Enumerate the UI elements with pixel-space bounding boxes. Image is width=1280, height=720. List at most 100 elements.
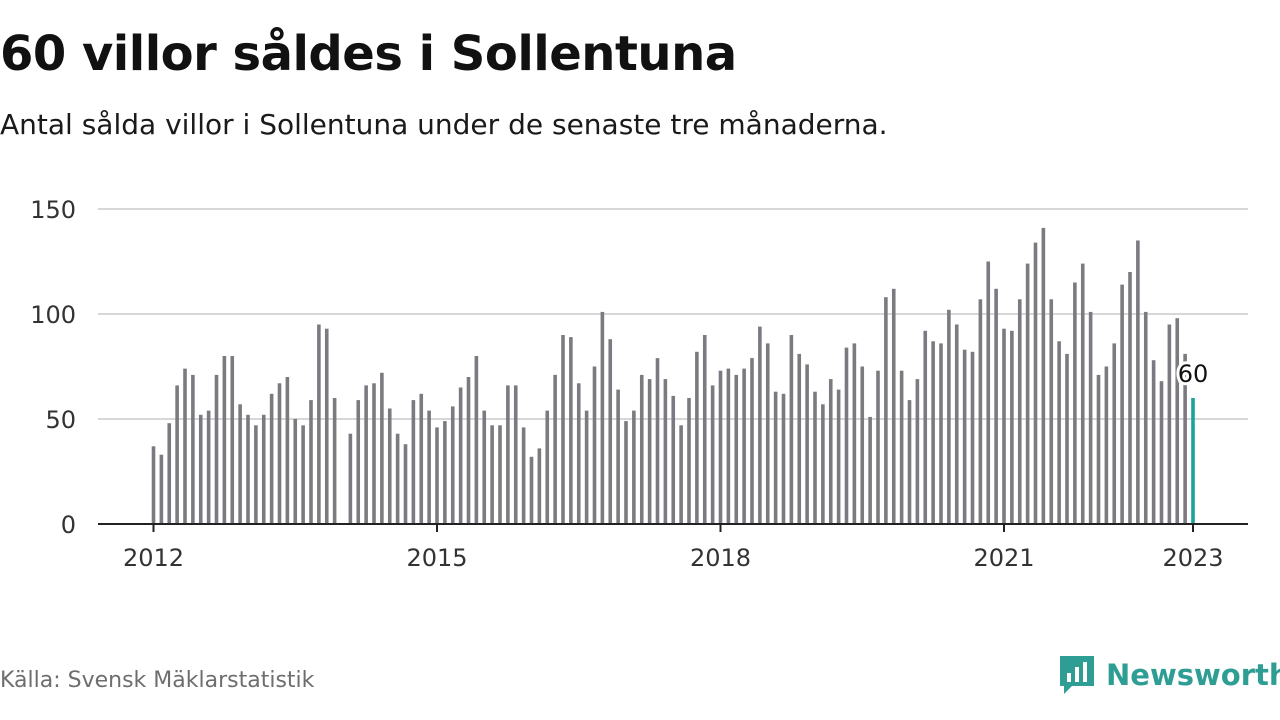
bar [915, 379, 920, 524]
bar [309, 400, 313, 524]
bar [553, 374, 557, 524]
bar [230, 356, 235, 524]
bar [608, 339, 613, 524]
bar [167, 423, 172, 524]
bar [1136, 240, 1140, 524]
bar [1112, 343, 1117, 524]
bar [474, 356, 479, 524]
bar [1175, 318, 1180, 524]
highlight-data-label: 60 [1178, 360, 1209, 388]
bar [726, 368, 731, 524]
bar [348, 433, 353, 524]
bar [1128, 272, 1132, 524]
bar [836, 389, 841, 524]
bar [1151, 360, 1156, 524]
y-tick-label: 0 [61, 511, 76, 539]
bar [1010, 330, 1014, 524]
bar [561, 335, 565, 524]
bar [238, 404, 242, 524]
bar [939, 343, 943, 524]
bar [458, 387, 463, 524]
bar [269, 393, 274, 524]
bar [380, 372, 384, 524]
bar [443, 421, 447, 524]
bar [372, 383, 376, 524]
bar [765, 343, 770, 524]
bar [490, 425, 494, 524]
newsworthy-logo-icon [1060, 656, 1094, 694]
bar [1041, 227, 1046, 524]
bar [317, 324, 321, 524]
bar [899, 370, 904, 524]
bar [1167, 324, 1172, 524]
bar [411, 400, 416, 524]
bar [324, 328, 329, 524]
bar [671, 395, 676, 524]
bar [1002, 328, 1006, 524]
bar [466, 377, 471, 524]
bar [183, 368, 187, 524]
bar [1025, 263, 1030, 524]
bar [947, 309, 951, 524]
bar [261, 414, 266, 524]
bar [639, 374, 644, 524]
chart-subtitle: Antal sålda villor i Sollentuna under de… [0, 108, 888, 141]
x-tick-label: 2021 [973, 544, 1034, 572]
bar [632, 410, 636, 524]
bar [387, 408, 392, 524]
bar [600, 311, 605, 524]
bar [931, 341, 935, 524]
bar-chart: 0 50 100 150 2012 2015 2018 2021 2023 60 [30, 196, 1248, 572]
bar [663, 379, 668, 524]
bar [679, 425, 683, 524]
bar [1033, 242, 1038, 524]
bar [529, 456, 534, 524]
bar [1183, 353, 1187, 524]
highlight-bar [1191, 398, 1195, 524]
bar [797, 353, 802, 524]
bar [222, 356, 227, 524]
y-tick-label: 50 [45, 406, 76, 434]
bar [427, 410, 431, 524]
bar [537, 448, 542, 524]
bar [1159, 381, 1164, 524]
bar [513, 385, 518, 524]
bar [419, 393, 424, 524]
bar [151, 446, 156, 524]
x-tick-label: 2018 [690, 544, 751, 572]
bar [758, 326, 762, 524]
bar [576, 383, 581, 524]
bar [191, 374, 195, 524]
bar [742, 368, 746, 524]
bar [1096, 374, 1101, 524]
bar [828, 379, 833, 524]
x-tick-label: 2015 [406, 544, 467, 572]
bar [695, 351, 699, 524]
bar [1065, 353, 1069, 524]
x-tick-label: 2023 [1162, 544, 1223, 572]
bar [868, 416, 872, 524]
bar [364, 385, 368, 524]
bar [1088, 311, 1093, 524]
bar [852, 343, 857, 524]
bar [277, 383, 282, 524]
bar [962, 349, 967, 524]
bar [710, 385, 715, 524]
bar [521, 427, 526, 524]
bar [986, 261, 991, 524]
bar [884, 297, 888, 524]
bar [301, 425, 305, 524]
bar [435, 427, 439, 524]
bar [750, 358, 754, 524]
source-note: Källa: Svensk Mäklarstatistik [0, 668, 315, 693]
bar [1080, 263, 1085, 524]
bar [773, 391, 778, 524]
bar [876, 370, 880, 524]
bar [246, 414, 250, 524]
newsworthy-logo: Newsworthy [1058, 652, 1280, 698]
bar [616, 389, 620, 524]
bar [734, 374, 739, 524]
bar [805, 364, 809, 524]
bar [403, 444, 408, 524]
bar [844, 347, 849, 524]
